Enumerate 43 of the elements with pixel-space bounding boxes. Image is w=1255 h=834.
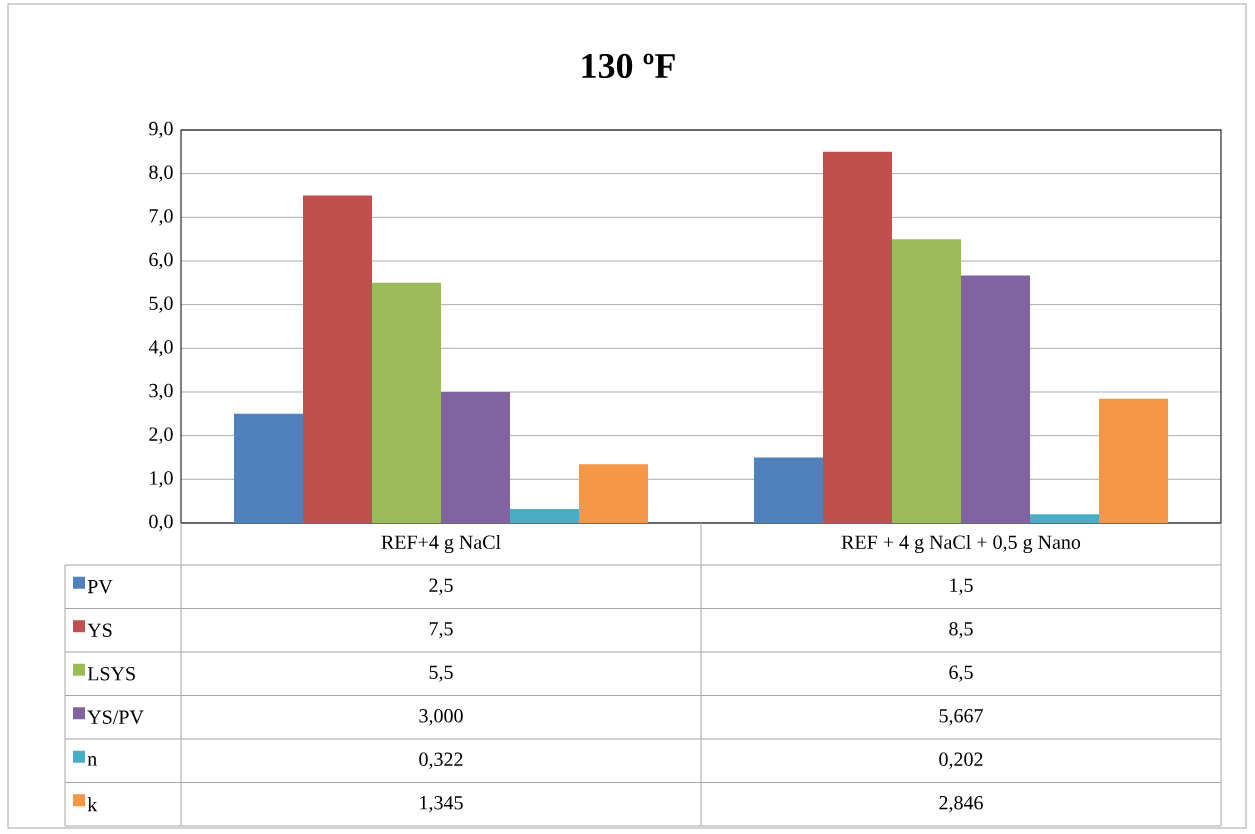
y-tick-label: 5,0 — [149, 296, 173, 313]
x-tick-label: REF + 4 g NaCl + 0,5 g Nano — [841, 534, 1081, 554]
data-label: 2,5 — [429, 578, 453, 595]
legend-label: k — [87, 797, 98, 812]
data-label: 0,202 — [939, 752, 983, 769]
data-label: 6,5 — [949, 665, 973, 682]
bar — [891, 239, 961, 523]
bar — [753, 457, 823, 523]
y-tick-label: 3,0 — [149, 383, 173, 401]
y-tick-label: 8,0 — [149, 165, 173, 182]
data-label: 5,5 — [429, 665, 453, 682]
bar — [234, 413, 303, 523]
y-tick-label: 2,0 — [149, 427, 173, 444]
y-tick-label: 1,0 — [150, 471, 173, 488]
bar — [510, 508, 579, 523]
y-tick-label: 9,0 — [149, 121, 173, 139]
data-label: 0,322 — [419, 752, 463, 769]
legend-label: YS/PV — [87, 710, 144, 724]
data-label: 2,846 — [939, 796, 983, 813]
bar — [1098, 398, 1168, 523]
data-label: 8,5 — [949, 622, 973, 639]
legend-label: YS — [87, 623, 112, 637]
y-tick-label: 7,0 — [149, 209, 173, 226]
bar — [579, 464, 648, 523]
data-label: 5,667 — [939, 709, 983, 726]
x-tick-label: REF+4 g NaCl — [381, 534, 501, 554]
y-tick-label: 6,0 — [149, 252, 173, 270]
bar — [441, 391, 510, 523]
legend-label: LSYS — [87, 667, 135, 681]
legend-label: n — [87, 756, 97, 766]
data-label: 1,5 — [950, 578, 973, 595]
chart-title: 130 ºF — [582, 53, 675, 79]
data-label: 7,5 — [429, 622, 453, 639]
bar — [960, 275, 1030, 523]
bar — [1029, 514, 1099, 523]
y-tick-label: 4,0 — [148, 340, 173, 357]
y-tick-label: 0,0 — [149, 514, 173, 532]
data-label: 3,000 — [419, 709, 463, 726]
bar — [822, 151, 892, 523]
bar — [372, 282, 441, 523]
data-label: 1,345 — [420, 796, 463, 813]
bar — [303, 195, 372, 523]
legend-label: PV — [87, 580, 113, 594]
